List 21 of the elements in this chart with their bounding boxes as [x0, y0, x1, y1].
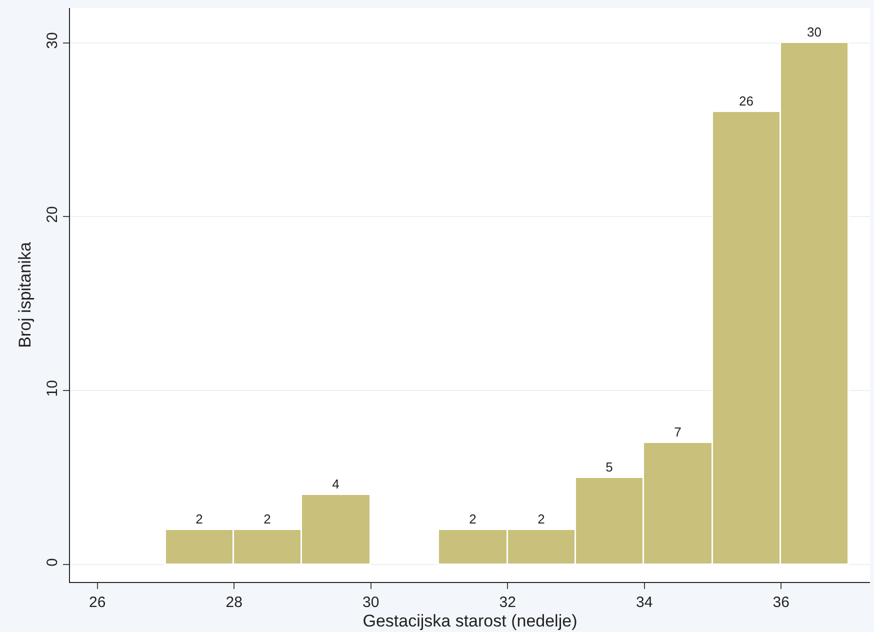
data-label: 7 — [674, 424, 682, 440]
x-tick-label: 30 — [362, 594, 380, 611]
data-label: 2 — [264, 511, 271, 526]
y-tick-label: 0 — [44, 558, 61, 567]
y-axis-title: Broj ispitanika — [16, 242, 35, 348]
x-tick-label: 26 — [89, 594, 106, 611]
data-label: 2 — [196, 511, 203, 526]
x-tick-label: 36 — [772, 594, 790, 611]
data-label: 26 — [739, 93, 754, 108]
data-label: 2 — [469, 511, 476, 526]
y-tick-label: 10 — [44, 380, 61, 397]
x-axis-title: Gestacijska starost (nedelje) — [362, 611, 578, 630]
x-tick-label: 34 — [636, 594, 653, 611]
y-tick-label: 30 — [44, 32, 61, 49]
data-label: 30 — [807, 24, 822, 40]
x-tick-label: 28 — [226, 594, 242, 611]
x-tick-label: 32 — [499, 594, 516, 611]
data-label: 4 — [332, 476, 340, 492]
data-label: 5 — [606, 459, 613, 474]
y-tick-label: 20 — [44, 206, 61, 223]
data-label: 2 — [538, 511, 545, 526]
